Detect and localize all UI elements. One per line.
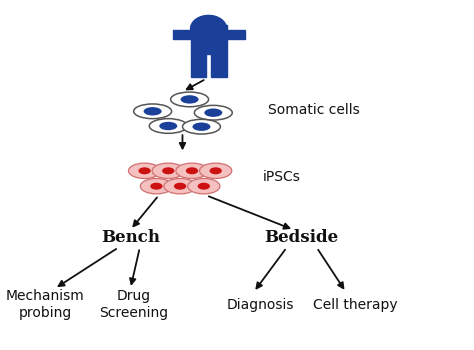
- Text: Mechanism
probing: Mechanism probing: [6, 289, 84, 320]
- Ellipse shape: [176, 163, 208, 179]
- FancyBboxPatch shape: [173, 30, 191, 39]
- FancyBboxPatch shape: [191, 54, 206, 77]
- Ellipse shape: [152, 163, 184, 179]
- Ellipse shape: [198, 183, 210, 190]
- Circle shape: [191, 15, 227, 42]
- Ellipse shape: [210, 167, 222, 174]
- Ellipse shape: [186, 167, 198, 174]
- FancyBboxPatch shape: [227, 30, 245, 39]
- Ellipse shape: [134, 104, 172, 119]
- Text: Bench: Bench: [101, 230, 160, 246]
- Text: Diagnosis: Diagnosis: [227, 298, 294, 312]
- Ellipse shape: [171, 92, 209, 107]
- Ellipse shape: [181, 95, 199, 104]
- Ellipse shape: [138, 167, 151, 174]
- Ellipse shape: [150, 183, 163, 190]
- Ellipse shape: [182, 119, 220, 134]
- Ellipse shape: [200, 163, 232, 179]
- Ellipse shape: [149, 119, 187, 133]
- Text: Bedside: Bedside: [264, 230, 338, 246]
- Ellipse shape: [194, 105, 232, 120]
- Ellipse shape: [162, 167, 174, 174]
- Ellipse shape: [188, 178, 220, 194]
- Text: Drug
Screening: Drug Screening: [99, 289, 168, 320]
- Ellipse shape: [140, 178, 173, 194]
- Ellipse shape: [204, 108, 222, 117]
- Ellipse shape: [174, 183, 186, 190]
- Ellipse shape: [159, 122, 177, 130]
- Ellipse shape: [164, 178, 196, 194]
- Text: Cell therapy: Cell therapy: [313, 298, 398, 312]
- Ellipse shape: [192, 122, 210, 131]
- Ellipse shape: [144, 107, 162, 116]
- Text: Somatic cells: Somatic cells: [268, 103, 360, 117]
- FancyBboxPatch shape: [191, 25, 227, 54]
- Text: iPSCs: iPSCs: [263, 170, 301, 184]
- Ellipse shape: [128, 163, 161, 179]
- FancyBboxPatch shape: [211, 54, 227, 77]
